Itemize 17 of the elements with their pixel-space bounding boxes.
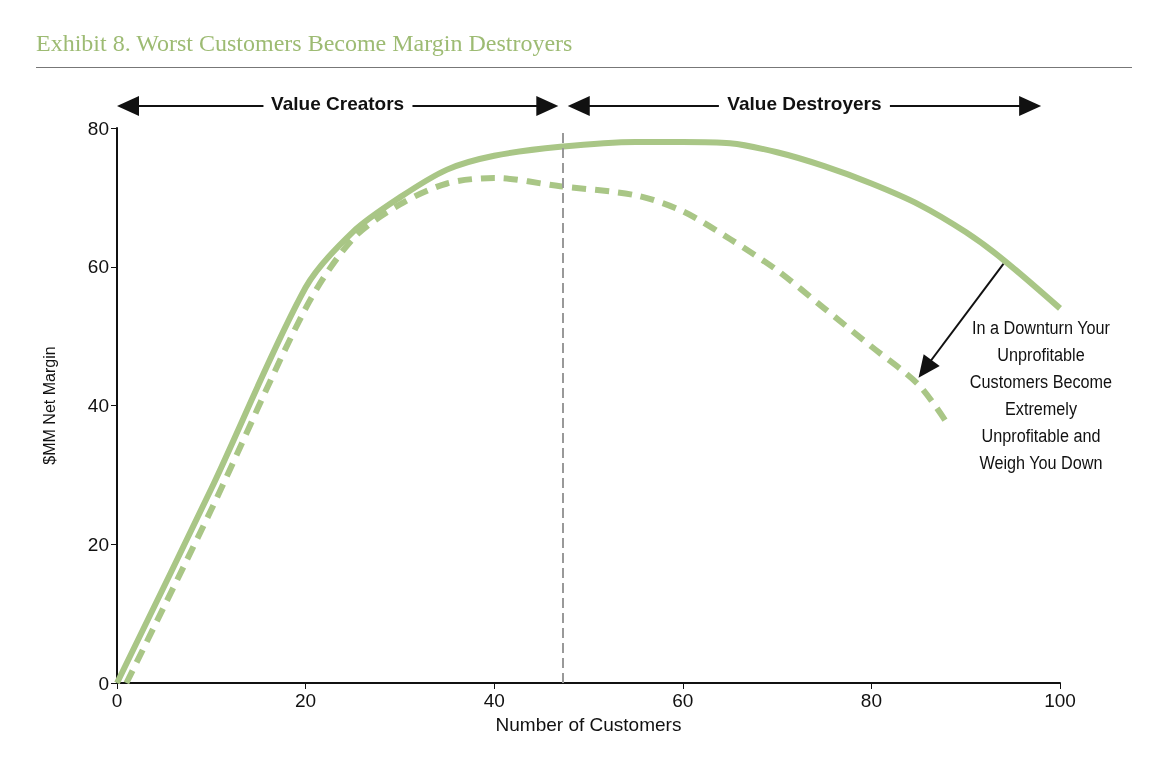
x-tick-label: 80	[860, 690, 882, 711]
y-tick-label: 0	[98, 672, 109, 694]
text: Value Destroyers	[719, 93, 890, 115]
x-axis-title: Number of Customers	[495, 713, 682, 735]
x-tick-label: 40	[483, 690, 505, 711]
y-tick-label: 40	[87, 395, 109, 416]
y-tick-label: 60	[87, 256, 109, 278]
y-tick-label: 20	[87, 533, 109, 555]
text: Value Creators	[263, 93, 413, 115]
y-tick-label: 80	[87, 117, 109, 139]
x-tick-label: 100	[1044, 690, 1076, 711]
x-tick-label: 20	[295, 690, 317, 711]
y-axis-title: $MM Net Margin	[40, 346, 58, 465]
annotation: In a Downturn Your Unprofitable Customers Become Extremely Unprofitable and Weigh You Down	[968, 316, 1113, 475]
chart-title: Exhibit 8. Worst Customers Become Margin Destroyers	[36, 30, 573, 57]
x-tick-label: 60	[672, 690, 694, 711]
x-tick-label: 0	[111, 690, 123, 711]
